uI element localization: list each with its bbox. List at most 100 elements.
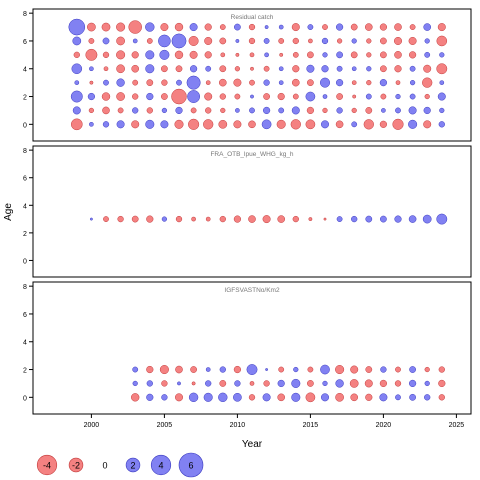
bubble	[350, 51, 358, 59]
bubble	[277, 393, 286, 402]
bubble	[132, 380, 138, 387]
bubble	[292, 93, 299, 100]
bubble	[365, 393, 373, 401]
bubble	[70, 118, 83, 131]
bubble	[439, 80, 445, 85]
bubble	[278, 366, 285, 373]
bubble	[161, 216, 168, 222]
bubble	[394, 51, 402, 59]
bubble	[73, 51, 80, 59]
bubble	[146, 380, 153, 387]
bubble	[380, 37, 387, 45]
bubble	[218, 392, 228, 403]
bubble	[203, 392, 213, 402]
bubble	[351, 121, 358, 128]
bubble	[306, 64, 315, 73]
legend-label: -4	[43, 461, 51, 471]
bubble	[408, 119, 418, 129]
bubble	[307, 51, 314, 59]
bubble	[159, 365, 169, 375]
bubble	[219, 24, 226, 30]
bubble	[103, 216, 109, 222]
bubble	[307, 366, 314, 373]
bubble	[262, 106, 271, 115]
bubble	[87, 22, 96, 32]
bubble	[161, 79, 168, 86]
bubble	[132, 107, 139, 114]
bubble	[205, 367, 211, 372]
bubble	[70, 90, 83, 103]
bubble	[246, 364, 258, 375]
legend-label: -2	[72, 461, 80, 471]
bubble	[175, 393, 183, 402]
bubble	[191, 216, 196, 222]
bubble	[320, 364, 330, 375]
bubble	[423, 64, 432, 73]
bubble	[277, 215, 286, 223]
bubble	[336, 65, 343, 72]
bubble	[234, 66, 241, 72]
bubble	[189, 65, 198, 73]
bubble	[132, 79, 139, 86]
bubble	[278, 66, 284, 72]
bubble	[161, 93, 168, 100]
bubble	[146, 107, 153, 114]
bubble	[292, 37, 299, 45]
bubble	[248, 215, 256, 223]
bubble	[234, 380, 241, 387]
x-axis-title: Year	[242, 439, 263, 450]
x-tick-label: 2010	[230, 422, 246, 429]
bubble	[437, 92, 446, 101]
bubble	[350, 393, 359, 402]
bubble	[366, 66, 372, 72]
bubble	[379, 393, 388, 402]
bubble	[423, 23, 432, 31]
bubble	[438, 394, 445, 401]
bubble	[424, 366, 430, 373]
bubble	[131, 215, 139, 223]
bubble	[380, 215, 387, 223]
bubble	[351, 107, 357, 114]
bubble	[352, 94, 357, 99]
bubble	[438, 366, 445, 373]
bubble	[171, 33, 187, 49]
bubble	[395, 107, 401, 114]
bubble	[233, 365, 242, 374]
y-tick-label: 2	[23, 231, 27, 238]
bubble	[74, 80, 80, 85]
bubble	[175, 106, 183, 115]
bubble	[145, 64, 155, 74]
bubble	[408, 106, 417, 115]
bubble	[233, 78, 242, 87]
bubble	[233, 392, 242, 402]
bubble	[203, 119, 214, 130]
bubble	[171, 88, 187, 105]
bubble	[101, 92, 111, 101]
bubble	[191, 381, 196, 386]
bubble	[146, 79, 154, 87]
bubble	[128, 20, 142, 34]
bubble	[235, 52, 240, 57]
bubble	[308, 217, 313, 222]
bubble	[188, 392, 199, 403]
bubble	[394, 36, 402, 45]
bubble	[322, 380, 328, 387]
bubble	[187, 90, 201, 103]
bubble	[132, 38, 138, 44]
bubble	[349, 379, 359, 388]
y-tick-label: 4	[23, 67, 27, 74]
bubble	[305, 91, 316, 102]
bubble	[366, 52, 372, 58]
bubble	[204, 51, 212, 59]
bubble	[188, 35, 199, 46]
bubble	[307, 79, 314, 87]
bubble	[422, 77, 433, 88]
bubble	[219, 215, 226, 223]
bubble	[174, 22, 184, 32]
bubble	[364, 379, 373, 388]
bubble	[103, 79, 109, 86]
bubble	[103, 66, 109, 72]
bubble	[145, 50, 155, 60]
panel-frame	[32, 281, 472, 415]
bubble	[248, 120, 256, 129]
